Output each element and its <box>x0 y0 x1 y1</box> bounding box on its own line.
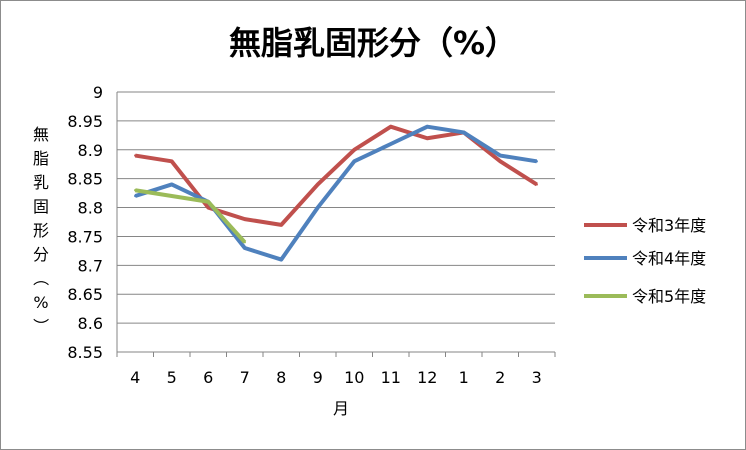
data-point <box>170 183 173 186</box>
data-point <box>389 142 392 146</box>
legend-label: 令和4年度 <box>632 249 706 268</box>
x-tick-label: 2 <box>495 368 505 387</box>
x-tick-label: 9 <box>313 368 323 387</box>
x-tick-label: 10 <box>344 368 364 387</box>
x-tick-label: 7 <box>240 368 250 387</box>
y-tick-label: 8.85 <box>67 170 103 189</box>
x-tick-label: 8 <box>276 368 286 387</box>
data-point <box>316 206 319 209</box>
x-tick-label: 3 <box>532 368 542 387</box>
x-tick-label: 4 <box>130 368 140 387</box>
data-point <box>134 189 137 192</box>
x-tick-label: 5 <box>167 368 177 387</box>
series-line-3 <box>134 188 247 244</box>
data-point <box>535 183 538 186</box>
data-point <box>134 154 137 157</box>
legend-label: 令和3年度 <box>632 216 706 235</box>
data-point <box>170 160 173 163</box>
series-lines <box>134 124 538 262</box>
data-point <box>243 246 246 250</box>
y-axis-title-char: （ <box>31 270 50 286</box>
data-point <box>243 217 246 221</box>
x-axis-title: 月 <box>333 399 349 418</box>
y-axis-title-char: 乳 <box>33 173 49 192</box>
data-point <box>389 125 392 128</box>
y-tick-label: 9 <box>93 83 103 102</box>
data-point <box>426 125 429 128</box>
data-point <box>280 223 283 227</box>
data-point <box>353 148 356 151</box>
data-point <box>535 160 538 163</box>
y-axis-title-char: 形 <box>33 221 49 240</box>
y-axis-title-char: 分 <box>33 245 49 264</box>
legend-label: 令和5年度 <box>632 287 706 306</box>
data-point <box>207 206 210 209</box>
x-axis-ticks: 4 5 6 7 8 9 10 11 12 1 2 3 <box>116 352 556 387</box>
y-tick-label: 8.65 <box>67 285 103 304</box>
y-axis-title-char: 固 <box>33 197 49 216</box>
y-axis-title-char: 脂 <box>33 149 49 168</box>
y-axis-title-char: % <box>33 293 48 312</box>
y-axis-ticks: 9 8.95 8.9 8.85 8.8 8.75 8.7 8.65 8.6 8.55 <box>67 83 103 362</box>
y-tick-label: 8.9 <box>78 141 103 160</box>
y-tick-label: 8.8 <box>78 199 103 218</box>
data-point <box>353 160 356 163</box>
data-point <box>243 241 246 244</box>
y-tick-label: 8.55 <box>67 343 103 362</box>
chart-title: 無脂乳固形分（%） <box>229 24 517 62</box>
x-tick-label: 12 <box>417 368 437 387</box>
data-point <box>426 137 429 140</box>
x-tick-label: 1 <box>459 368 469 387</box>
y-tick-label: 8.95 <box>67 112 103 131</box>
data-point <box>499 154 502 157</box>
y-tick-label: 8.6 <box>78 314 103 333</box>
data-point <box>170 194 173 198</box>
data-point <box>462 131 465 134</box>
y-axis-title-char: ） <box>31 318 50 334</box>
x-tick-label: 6 <box>203 368 213 387</box>
y-tick-label: 8.7 <box>78 256 103 275</box>
y-axis-title: 無脂乳固形分 （% ） <box>31 125 50 334</box>
data-point <box>134 194 137 198</box>
y-tick-label: 8.75 <box>67 227 103 246</box>
data-point <box>280 258 283 261</box>
x-tick-label: 11 <box>381 368 401 387</box>
gridlines <box>116 91 555 353</box>
data-point <box>207 200 210 203</box>
data-point <box>316 183 319 186</box>
y-axis-title-char: 無 <box>33 125 49 144</box>
data-point <box>499 160 502 163</box>
